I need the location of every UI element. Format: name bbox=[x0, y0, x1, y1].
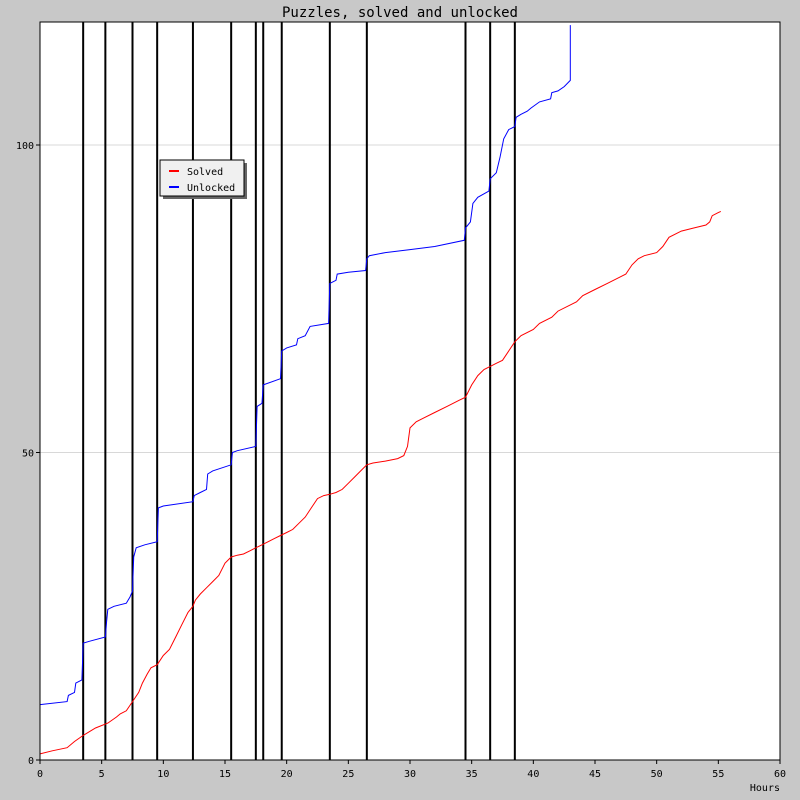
x-tick-label-0: 0 bbox=[37, 769, 43, 780]
x-tick-label-20: 20 bbox=[281, 769, 293, 780]
y-tick-label-50: 50 bbox=[22, 449, 34, 460]
series-line-solved bbox=[39, 210, 722, 755]
y-tick-label-100: 100 bbox=[16, 141, 34, 152]
series-lines bbox=[39, 25, 722, 755]
x-tick-label-35: 35 bbox=[466, 769, 478, 780]
x-tick-label-45: 45 bbox=[589, 769, 601, 780]
x-tick-label-30: 30 bbox=[404, 769, 416, 780]
gridlines bbox=[40, 144, 780, 453]
vertical-markers bbox=[82, 22, 516, 760]
x-tick-label-55: 55 bbox=[712, 769, 724, 780]
legend-label-solved: Solved bbox=[187, 167, 223, 178]
chart-title: Puzzles, solved and unlocked bbox=[282, 5, 518, 21]
series-line-unlocked bbox=[39, 25, 571, 706]
axis-ticks: 0 5 10 15 20 25 30 35 40 45 50 55 60 0 50 100 bbox=[16, 141, 786, 780]
legend-box bbox=[159, 159, 245, 197]
plot-area bbox=[40, 22, 780, 760]
x-tick-label-10: 10 bbox=[157, 769, 169, 780]
legend: Solved Unlocked bbox=[159, 159, 247, 199]
x-axis-label: Hours bbox=[750, 783, 780, 794]
x-tick-label-5: 5 bbox=[99, 769, 105, 780]
x-tick-label-60: 60 bbox=[774, 769, 786, 780]
x-tick-label-15: 15 bbox=[219, 769, 231, 780]
y-tick-label-0: 0 bbox=[28, 756, 34, 767]
legend-label-unlocked: Unlocked bbox=[187, 183, 235, 194]
x-tick-label-50: 50 bbox=[651, 769, 663, 780]
x-tick-label-25: 25 bbox=[342, 769, 354, 780]
x-tick-label-40: 40 bbox=[527, 769, 539, 780]
